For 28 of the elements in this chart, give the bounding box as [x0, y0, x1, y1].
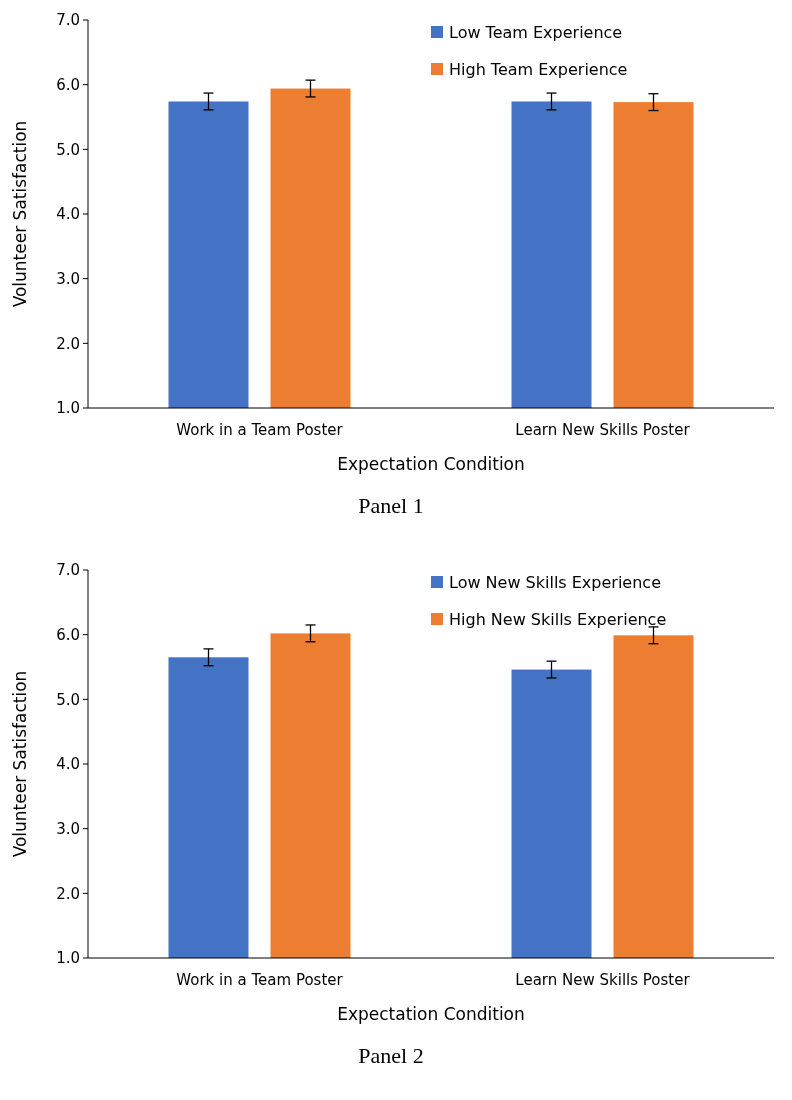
y-tick-label: 7.0 — [56, 561, 80, 580]
legend-label: Low Team Experience — [449, 22, 623, 42]
x-tick-label: Learn New Skills Poster — [515, 421, 691, 439]
y-tick-label: 2.0 — [56, 884, 80, 903]
text: Panel 1 — [358, 493, 424, 518]
x-tick-label: Learn New Skills Poster — [515, 971, 691, 989]
x-tick-label: Work in a Team Poster — [176, 971, 344, 989]
legend-label: Low New Skills Experience — [449, 572, 661, 592]
y-tick-label: 2.0 — [56, 334, 80, 353]
y-tick-label: 4.0 — [56, 755, 80, 774]
y-tick-label: 1.0 — [56, 949, 80, 968]
y-tick-label: 6.0 — [56, 75, 80, 94]
y-tick-label: 1.0 — [56, 399, 80, 418]
y-tick-label: 4.0 — [56, 205, 80, 224]
y-tick-label: 6.0 — [56, 625, 80, 644]
y-tick-label: 3.0 — [56, 819, 80, 838]
y-tick-label: 5.0 — [56, 690, 80, 709]
legend-label: High New Skills Experience — [449, 609, 667, 629]
x-tick-label: Work in a Team Poster — [176, 421, 344, 439]
y-axis-title: Volunteer Satisfaction — [10, 670, 30, 858]
y-axis-title: Volunteer Satisfaction — [10, 120, 30, 308]
legend-label: High Team Experience — [449, 59, 628, 79]
y-tick-label: 5.0 — [56, 140, 80, 159]
x-axis-title: Expectation Condition — [337, 1004, 525, 1024]
x-axis-title: Expectation Condition — [337, 454, 525, 474]
text: Panel 2 — [358, 1043, 424, 1068]
y-tick-label: 7.0 — [56, 11, 80, 30]
y-tick-label: 3.0 — [56, 269, 80, 288]
